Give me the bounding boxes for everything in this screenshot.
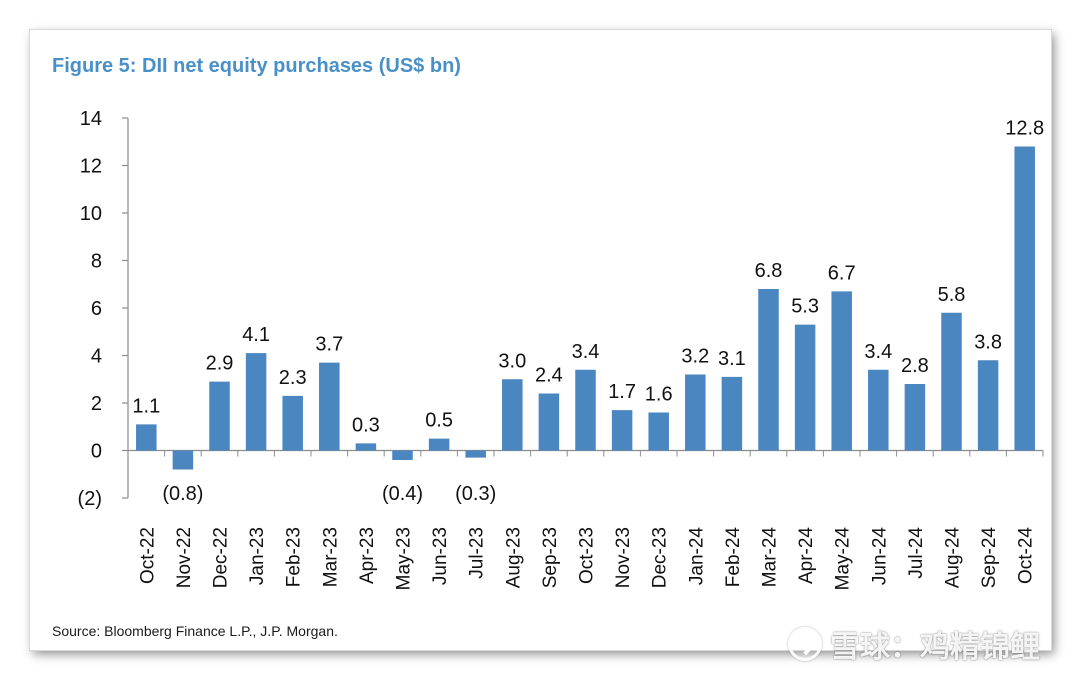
y-tick-label: 0 bbox=[91, 441, 102, 463]
data-label: 6.8 bbox=[755, 260, 783, 282]
x-category-label: Feb-23 bbox=[284, 527, 305, 587]
data-label: 3.4 bbox=[572, 341, 600, 363]
data-label: 5.8 bbox=[938, 284, 966, 306]
x-category-label: Sep-23 bbox=[540, 527, 561, 588]
x-category-label: Jan-23 bbox=[247, 527, 268, 585]
watermark: 雪球：鸡精锦鲤 bbox=[788, 622, 1040, 666]
data-label: 2.8 bbox=[901, 355, 929, 377]
x-category-label: Sep-24 bbox=[979, 527, 1000, 589]
data-label: 3.7 bbox=[315, 334, 343, 356]
x-category-label: Apr-24 bbox=[796, 527, 817, 584]
x-category-label: Dec-23 bbox=[650, 527, 671, 588]
bar bbox=[868, 369, 889, 451]
x-category-label: Aug-24 bbox=[943, 527, 964, 589]
bar bbox=[172, 450, 194, 470]
snowball-logo-icon bbox=[788, 627, 822, 661]
x-category-label: Nov-23 bbox=[613, 527, 634, 588]
data-label: (0.4) bbox=[382, 483, 423, 505]
data-label: (0.3) bbox=[455, 483, 496, 505]
x-category-label: Oct-22 bbox=[137, 527, 158, 584]
y-tick-label: 6 bbox=[91, 298, 102, 320]
data-label: 3.1 bbox=[718, 348, 746, 370]
x-category-label: Mar-24 bbox=[760, 527, 781, 588]
bar bbox=[428, 438, 450, 451]
y-tick-label: 14 bbox=[80, 108, 102, 130]
data-label: (0.8) bbox=[162, 483, 203, 505]
x-category-label: Nov-22 bbox=[174, 527, 195, 588]
bar bbox=[245, 353, 267, 451]
bar bbox=[648, 412, 669, 451]
x-category-label: Feb-24 bbox=[723, 527, 744, 588]
bar bbox=[465, 450, 486, 458]
y-tick-label: 12 bbox=[80, 156, 102, 178]
bar bbox=[575, 369, 596, 451]
bar bbox=[611, 410, 633, 451]
x-category-label: May-24 bbox=[833, 527, 854, 591]
x-category-label: Jun-24 bbox=[869, 527, 890, 586]
x-category-label: Jun-23 bbox=[430, 527, 451, 585]
x-category-label: Dec-22 bbox=[211, 527, 232, 588]
data-label: 3.0 bbox=[498, 350, 526, 372]
watermark-text: 雪球：鸡精锦鲤 bbox=[830, 630, 1040, 665]
bar bbox=[136, 424, 157, 451]
bar bbox=[355, 443, 377, 451]
bar bbox=[721, 376, 743, 451]
bar bbox=[977, 360, 999, 451]
data-label: 0.3 bbox=[352, 414, 380, 436]
data-label: 12.8 bbox=[1005, 118, 1044, 140]
x-category-label: Jul-23 bbox=[467, 527, 488, 579]
data-label: 1.6 bbox=[645, 384, 673, 406]
x-category-label: Mar-23 bbox=[320, 527, 341, 587]
data-label: 3.8 bbox=[974, 331, 1002, 353]
bar bbox=[319, 362, 340, 451]
chart-title: Figure 5: DII net equity purchases (US$ … bbox=[52, 55, 461, 77]
y-tick-label: (2) bbox=[78, 488, 102, 510]
data-label: 2.4 bbox=[535, 365, 563, 387]
data-label: 3.2 bbox=[681, 346, 709, 368]
x-category-label: Oct-23 bbox=[577, 527, 598, 584]
data-label: 2.9 bbox=[206, 353, 234, 375]
y-tick-label: 8 bbox=[91, 251, 102, 273]
figure-card bbox=[30, 30, 1051, 650]
bar bbox=[831, 291, 852, 451]
bar bbox=[904, 384, 926, 451]
bar bbox=[392, 450, 413, 460]
bar bbox=[209, 381, 230, 451]
x-category-label: May-23 bbox=[394, 527, 415, 590]
data-label: 5.3 bbox=[791, 296, 819, 318]
y-tick-label: 2 bbox=[91, 393, 102, 415]
bar bbox=[502, 379, 523, 451]
y-tick-label: 10 bbox=[80, 203, 102, 225]
bar bbox=[794, 324, 816, 451]
bar bbox=[685, 374, 706, 451]
data-label: 3.4 bbox=[864, 341, 892, 363]
bar bbox=[758, 289, 779, 451]
x-category-label: Jan-24 bbox=[686, 527, 707, 586]
data-label: 0.5 bbox=[425, 410, 453, 432]
data-label: 1.1 bbox=[132, 395, 160, 417]
x-category-label: Aug-23 bbox=[503, 527, 524, 588]
bar bbox=[538, 393, 560, 451]
data-label: 6.7 bbox=[828, 262, 856, 284]
bar bbox=[282, 395, 303, 451]
source-note: Source: Bloomberg Finance L.P., J.P. Mor… bbox=[52, 623, 338, 639]
x-category-label: Jul-24 bbox=[906, 527, 927, 579]
x-category-label: Oct-24 bbox=[1016, 527, 1037, 584]
x-category-label: Apr-23 bbox=[357, 527, 378, 584]
data-label: 1.7 bbox=[608, 381, 636, 403]
data-label: 2.3 bbox=[279, 367, 307, 389]
bar bbox=[1014, 146, 1035, 451]
bar bbox=[941, 312, 962, 451]
data-label: 4.1 bbox=[242, 324, 270, 346]
y-tick-label: 4 bbox=[91, 346, 102, 368]
